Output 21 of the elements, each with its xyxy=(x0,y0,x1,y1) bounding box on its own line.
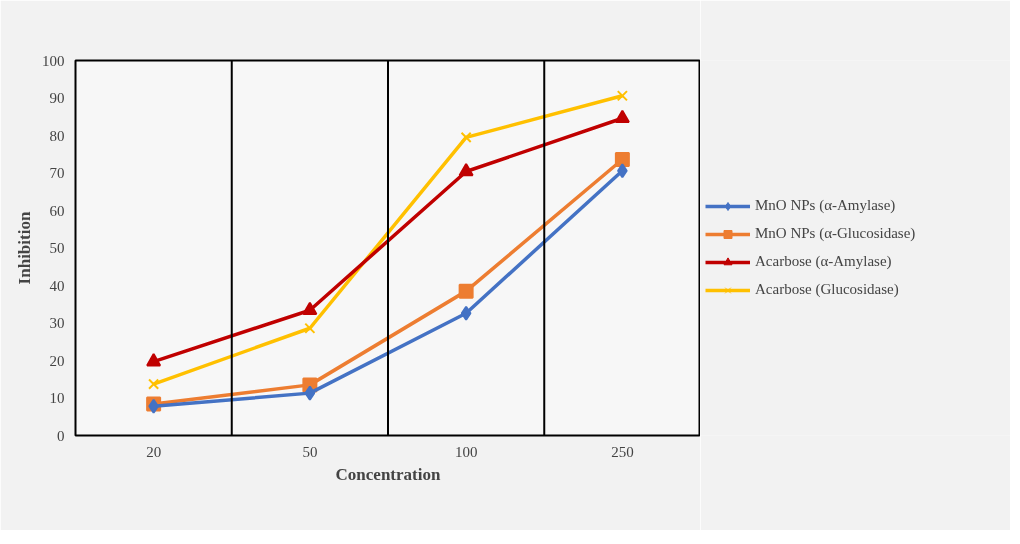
legend-label: MnO NPs (α-Amylase) xyxy=(755,197,896,214)
x-tick-label: 50 xyxy=(302,443,318,460)
x-axis-title: Concentration xyxy=(335,464,441,484)
legend-label: Acarbose (α-Amylase) xyxy=(755,253,892,270)
y-tick-label: 10 xyxy=(49,390,65,406)
y-tick-label: 0 xyxy=(57,427,65,444)
legend-label: MnO NPs (α-Glucosidase) xyxy=(755,225,916,242)
y-tick-label: 50 xyxy=(49,240,65,256)
y-tick-label: 100 xyxy=(42,52,65,69)
y-tick-label: 20 xyxy=(49,352,65,369)
y-tick-label: 30 xyxy=(49,315,65,331)
legend-label: Acarbose (Glucosidase) xyxy=(755,281,899,298)
y-tick-label: 80 xyxy=(49,127,65,144)
y-tick-label: 90 xyxy=(49,90,65,106)
x-tick-label: 20 xyxy=(146,443,162,460)
y-tick-label: 60 xyxy=(49,202,65,219)
x-tick-label: 250 xyxy=(611,443,634,460)
y-axis-title: Inhibition xyxy=(15,211,34,285)
x-tick-label: 100 xyxy=(454,443,478,460)
y-tick-label: 70 xyxy=(49,165,65,181)
y-tick-label: 40 xyxy=(49,277,65,294)
